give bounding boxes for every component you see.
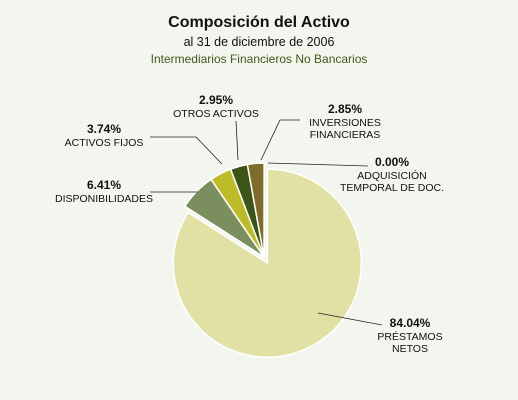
slice-percent-activos-fijos: 3.74% [87,122,121,136]
slice-label-inversiones-financieras: FINANCIERAS [310,129,381,141]
leader-line-adquisicion-temporal-de-doc [267,162,369,167]
slice-label-activos-fijos: ACTIVOS FIJOS [65,137,144,149]
pie-slice-inversiones-financieras [246,162,265,258]
slice-percent-adquisicion-temporal-de-doc: 0.00% [375,155,409,169]
pie-slice-prestamos-netos [172,168,363,358]
slice-label-adquisicion-temporal-de-doc: ADQUISICIÓN [357,169,426,182]
leader-line-otros-activos [235,120,239,161]
slice-percent-prestamos-netos: 84.04% [390,316,431,330]
slice-label-prestamos-netos: NETOS [392,343,428,355]
slice-label-adquisicion-temporal-de-doc: TEMPORAL DE DOC. [340,182,444,194]
pie-slices [172,162,363,358]
leader-line-inversiones-financieras [260,119,300,161]
slice-percent-otros-activos: 2.95% [199,93,233,107]
chart-subtitle-sector: Intermediarios Financieros No Bancarios [150,52,368,66]
leader-lines [150,119,383,326]
slice-percent-inversiones-financieras: 2.85% [328,102,362,116]
slice-label-inversiones-financieras: INVERSIONES [309,117,381,129]
leader-line-activos-fijos [150,136,223,165]
slice-label-prestamos-netos: PRÉSTAMOS [377,330,442,343]
slice-label-otros-activos: OTROS ACTIVOS [173,108,259,120]
slice-percent-disponibilidades: 6.41% [87,178,121,192]
slice-label-disponibilidades: DISPONIBILIDADES [55,193,153,205]
chart-subtitle-date: al 31 de diciembre de 2006 [183,35,335,49]
leader-line-prestamos-netos [317,312,383,326]
chart-title: Composición del Activo [168,14,350,31]
